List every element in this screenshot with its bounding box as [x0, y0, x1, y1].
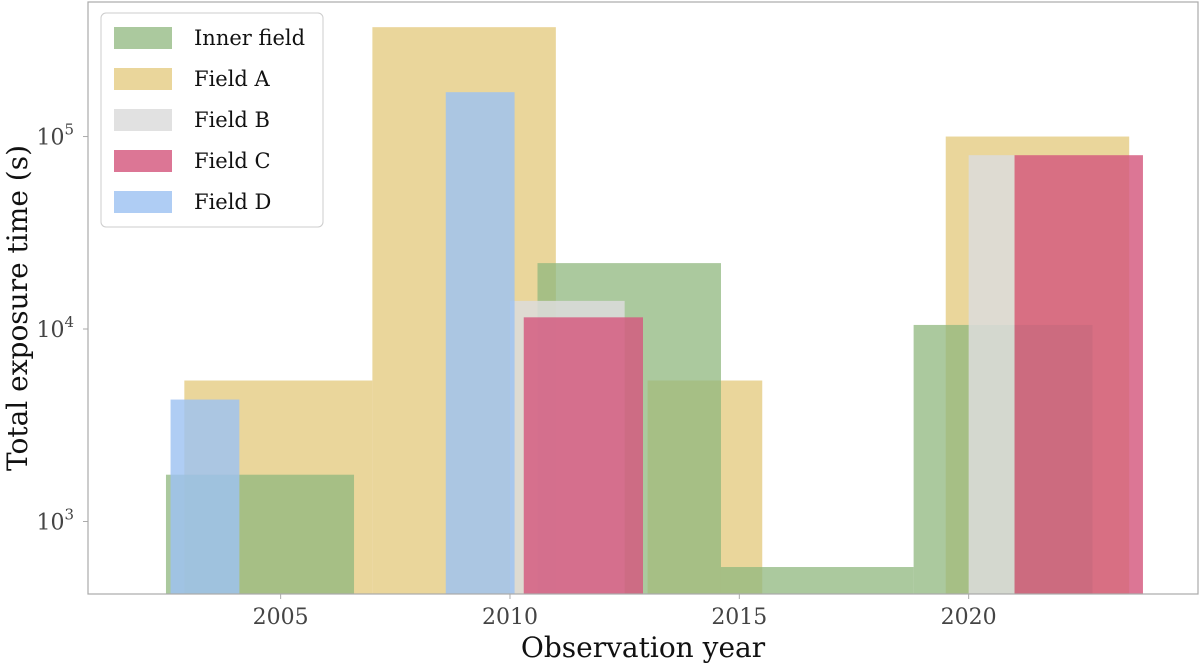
y-tick-label-1e5: 105	[36, 121, 74, 151]
legend-label-field-d: Field D	[194, 190, 271, 214]
ticks-layer: 2005 2010 2015 2020 103 104 105	[36, 121, 996, 630]
legend: Inner field Field A Field B Field C Field D	[100, 12, 324, 228]
x-tick-label-2005: 2005	[253, 605, 309, 630]
legend-swatch-inner-field	[114, 27, 172, 49]
legend-swatch-field-a	[114, 68, 172, 90]
bar-field-b-2	[968, 155, 1015, 594]
legend-label-field-b: Field B	[194, 108, 270, 132]
x-tick-label-2015: 2015	[711, 605, 767, 630]
legend-label-field-c: Field C	[194, 149, 271, 173]
bar-inner-field-3	[720, 567, 914, 594]
legend-swatch-field-b	[114, 109, 172, 131]
bar-field-c-1	[523, 317, 643, 594]
legend-swatch-field-d	[114, 191, 172, 213]
bar-field-c-2	[1014, 155, 1143, 594]
legend-box	[100, 12, 324, 228]
y-tick-label-1e4: 104	[36, 313, 74, 343]
x-tick-label-2010: 2010	[482, 605, 538, 630]
plot-frame	[87, 1, 1199, 595]
x-tick-label-2020: 2020	[941, 605, 997, 630]
y-tick-label-1e3: 103	[36, 505, 74, 535]
bars-layer	[165, 27, 1143, 594]
bar-field-d-1	[170, 399, 240, 594]
legend-label-inner-field: Inner field	[194, 26, 305, 50]
legend-swatch-field-c	[114, 150, 172, 172]
y-axis-label: Total exposure time (s)	[1, 145, 34, 471]
x-axis-label: Observation year	[521, 631, 766, 664]
legend-label-field-a: Field A	[194, 67, 271, 91]
bar-field-d-2	[445, 92, 515, 594]
